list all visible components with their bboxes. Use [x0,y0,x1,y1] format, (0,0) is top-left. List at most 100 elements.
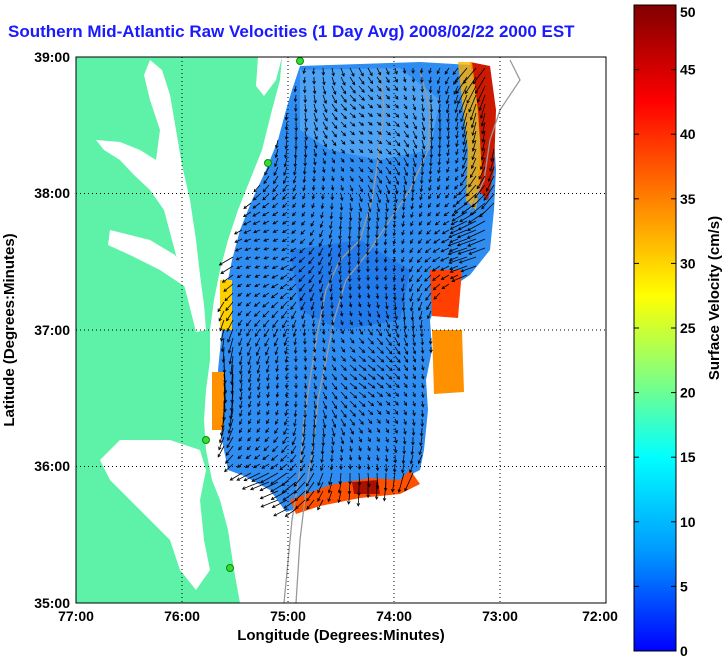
velocity-arrow-head [418,307,422,312]
velocity-arrow [367,211,370,221]
velocity-arrow-head [357,227,362,231]
velocity-arrow-head [393,297,397,301]
velocity-arrow [401,256,405,263]
velocity-arrow-head [322,367,327,371]
velocity-arrow-head [359,149,364,153]
velocity-arrow [263,238,270,242]
velocity-arrow [331,94,337,104]
velocity-arrow [376,103,382,108]
velocity-arrow-head [217,453,221,458]
velocity-arrow-head [308,260,312,265]
velocity-arrow-head [361,81,365,85]
velocity-arrow [472,139,477,152]
velocity-arrow-head [337,253,342,258]
velocity-arrow [260,481,279,491]
velocity-arrow-head [412,342,416,347]
velocity-arrow [453,193,459,199]
velocity-arrow-head [437,170,441,174]
velocity-arrow [475,76,486,94]
velocity-arrow-head [283,431,287,436]
velocity-arrow [358,346,365,353]
velocity-arrow [300,238,306,244]
velocity-arrow [304,391,307,399]
velocity-arrow [282,211,288,216]
velocity-arrow [228,337,234,354]
velocity-arrow-head [220,270,225,274]
velocity-arrow [220,265,234,274]
velocity-arrow-head [263,247,268,251]
velocity-arrow-head [271,504,276,508]
velocity-arrow [328,247,333,257]
velocity-arrow-head [412,350,417,355]
velocity-arrow-head [419,213,423,218]
velocity-arrow [322,121,328,130]
velocity-arrow [292,211,297,216]
velocity-arrow-head [292,179,297,184]
velocity-arrow-head [368,429,372,434]
velocity-arrow [317,472,324,486]
velocity-arrow-head [455,126,459,131]
y-tick-label: 39:00 [34,49,70,65]
velocity-arrow [394,382,400,388]
velocity-arrow [243,220,252,226]
velocity-arrow-head [394,96,399,100]
velocity-arrow [240,364,243,374]
velocity-arrow [349,67,355,77]
velocity-arrow [328,238,333,248]
velocity-arrow [427,310,432,319]
velocity-arrow-head [237,302,242,307]
velocity-arrow [225,454,234,464]
delaware-bay [256,57,282,96]
velocity-arrow-head [263,180,267,185]
velocity-arrow-head [262,323,267,328]
velocity-arrow-head [302,171,307,175]
velocity-arrow-head [266,420,270,425]
velocity-arrow [222,346,225,363]
velocity-arrow-head [283,180,287,185]
velocity-arrow [394,175,399,185]
velocity-arrow-head [260,479,264,484]
velocity-arrow [424,256,432,263]
velocity-arrow-head [469,116,474,121]
velocity-arrow [394,139,401,146]
velocity-arrow-head [341,73,345,77]
velocity-arrow-head [445,100,450,105]
velocity-arrow-head [369,88,374,93]
velocity-arrow-head [281,449,285,454]
velocity-arrow-head [388,161,392,165]
velocity-arrow [319,283,324,293]
velocity-arrow-head [410,451,415,456]
velocity-arrow-head [339,449,344,454]
velocity-arrow-head [440,276,445,280]
velocity-arrow [409,256,414,263]
velocity-arrow [450,229,459,234]
velocity-arrow-head [238,352,242,356]
velocity-arrow-head [412,384,416,389]
velocity-arrow [447,139,450,148]
velocity-arrow [266,400,270,406]
velocity-arrow-head [253,188,258,193]
velocity-arrow-head [447,243,452,247]
velocity-arrow [338,256,342,266]
velocity-arrow [348,265,351,274]
velocity-arrow-head [293,98,298,103]
velocity-arrow-head [280,266,285,270]
velocity-arrow [394,157,401,166]
velocity-arrow [449,256,459,261]
velocity-arrow-head [311,187,316,192]
velocity-arrow-head [284,394,289,398]
velocity-arrow-head [341,150,345,154]
velocity-arrow [412,103,416,111]
velocity-arrow-head [284,422,288,426]
velocity-arrow-head [413,135,418,140]
velocity-arrow [358,166,364,172]
velocity-arrow [385,76,390,83]
velocity-arrow [331,130,337,138]
velocity-arrow [403,112,408,119]
velocity-arrow-head [323,386,327,391]
velocity-arrow [303,427,306,437]
velocity-arrow [394,193,397,203]
velocity-arrow-head [377,411,382,415]
velocity-arrow-head [357,294,362,299]
velocity-arrow [284,337,288,346]
